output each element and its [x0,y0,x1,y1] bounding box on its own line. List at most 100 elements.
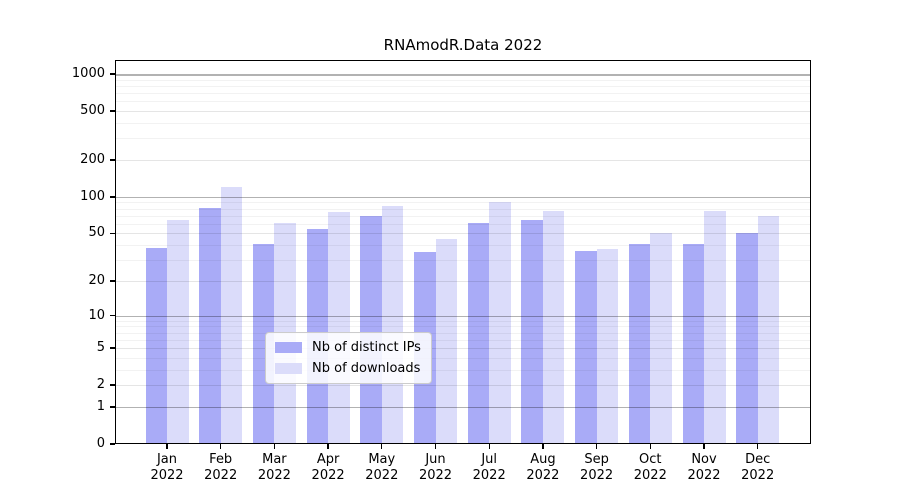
y-tick-mark [110,110,115,112]
gridline-8 [115,326,811,328]
gridline-9 [115,320,811,322]
gridline-1000 [115,74,811,76]
legend-swatch-distinct-ips [275,342,302,353]
x-tick-mark [220,444,222,449]
y-tick-mark [110,347,115,349]
plot-area [115,60,811,444]
gridline-50 [115,233,811,235]
gridline-5 [115,348,811,350]
x-tick-label-aug-2022: Aug 2022 [526,452,560,483]
gridline-6 [115,339,811,341]
y-tick-label-50: 50 [88,225,105,241]
x-tick-mark [166,444,168,449]
gridline-90 [115,202,811,204]
x-tick-mark [595,444,598,449]
legend-label-distinct-ips: Nb of distinct IPs [312,340,421,355]
x-tick-label-jan-2022: Jan 2022 [150,452,184,483]
gridline-80 [115,208,811,210]
y-tick-mark [110,159,115,161]
x-tick-mark [649,444,651,449]
y-tick-mark [110,443,115,445]
y-tick-label-2: 2 [96,377,105,393]
bar--distinct-ips-jan-2022 [145,247,167,444]
bar--downloads-feb-2022 [220,187,243,444]
gridline-30 [115,260,811,262]
gridline-70 [115,215,811,217]
y-tick-mark [110,384,115,386]
gridline-900 [115,79,811,81]
bar--distinct-ips-jul-2022 [467,223,490,444]
x-tick-label-oct-2022: Oct 2022 [633,452,667,483]
y-tick-mark [110,314,115,317]
bar--distinct-ips-mar-2022 [252,243,275,444]
legend: Nb of distinct IPs Nb of downloads [265,332,432,384]
y-tick-mark [110,280,115,282]
gridline-2 [115,385,811,387]
legend-item-distinct-ips: Nb of distinct IPs [275,339,421,356]
x-tick-label-jun-2022: Jun 2022 [418,452,453,483]
gridline-60 [115,223,811,225]
legend-label-downloads: Nb of downloads [312,361,421,376]
x-tick-mark [434,444,437,449]
bar--downloads-jun-2022 [435,238,457,444]
bar--distinct-ips-oct-2022 [628,243,651,444]
x-tick-label-mar-2022: Mar 2022 [257,452,291,483]
y-tick-label-1000: 1000 [71,66,105,82]
bar--distinct-ips-dec-2022 [736,233,758,444]
gridline-7 [115,332,811,334]
bar--downloads-aug-2022 [542,210,565,444]
bar--distinct-ips-sep-2022 [575,250,597,444]
gridline-600 [115,101,811,103]
x-tick-mark [488,444,490,449]
bar--distinct-ips-nov-2022 [682,243,704,444]
y-tick-mark [110,406,115,408]
x-tick-label-sep-2022: Sep 2022 [580,452,614,483]
bar--downloads-dec-2022 [757,215,780,444]
x-tick-label-dec-2022: Dec 2022 [741,452,775,483]
bar--downloads-oct-2022 [650,233,672,444]
gridline-400 [115,123,811,125]
y-tick-label-1: 1 [96,398,105,414]
bar--downloads-jan-2022 [167,219,189,444]
bar--distinct-ips-aug-2022 [521,219,543,444]
bar--distinct-ips-feb-2022 [199,208,221,444]
bar--downloads-sep-2022 [596,249,619,444]
x-tick-label-feb-2022: Feb 2022 [204,452,238,483]
y-tick-label-20: 20 [88,272,105,288]
gridline-200 [115,160,811,161]
x-tick-mark [703,444,705,449]
y-tick-mark [110,196,115,198]
gridline-3 [115,369,811,371]
x-tick-mark [327,444,329,449]
x-tick-label-jul-2022: Jul 2022 [472,452,506,483]
x-tick-label-nov-2022: Nov 2022 [687,452,721,483]
y-tick-mark [110,73,115,75]
x-tick-label-apr-2022: Apr 2022 [311,452,345,483]
gridline-1 [115,406,811,409]
x-tick-mark [381,444,383,449]
bar--downloads-jul-2022 [489,201,511,444]
gridline-500 [115,111,811,113]
x-tick-label-may-2022: May 2022 [365,452,399,483]
legend-item-downloads: Nb of downloads [275,360,421,377]
chart-title: RNAmodR.Data 2022 [383,36,543,54]
legend-swatch-downloads [275,363,302,374]
gridline-700 [115,93,811,95]
gridline-20 [115,280,811,282]
y-tick-label-200: 200 [80,152,105,167]
gridline-40 [115,245,811,247]
gridline-100 [115,196,811,199]
y-tick-label-0: 0 [96,436,105,451]
gridline-300 [115,138,811,140]
x-tick-mark [273,444,276,449]
bar--downloads-apr-2022 [328,212,350,444]
bar--downloads-may-2022 [381,206,404,444]
gridline-4 [115,357,811,359]
x-tick-mark [542,444,544,449]
gridline-800 [115,85,811,87]
y-tick-mark [110,232,115,235]
bar--downloads-nov-2022 [704,211,726,444]
y-tick-label-100: 100 [80,188,105,204]
y-tick-label-5: 5 [96,340,105,356]
